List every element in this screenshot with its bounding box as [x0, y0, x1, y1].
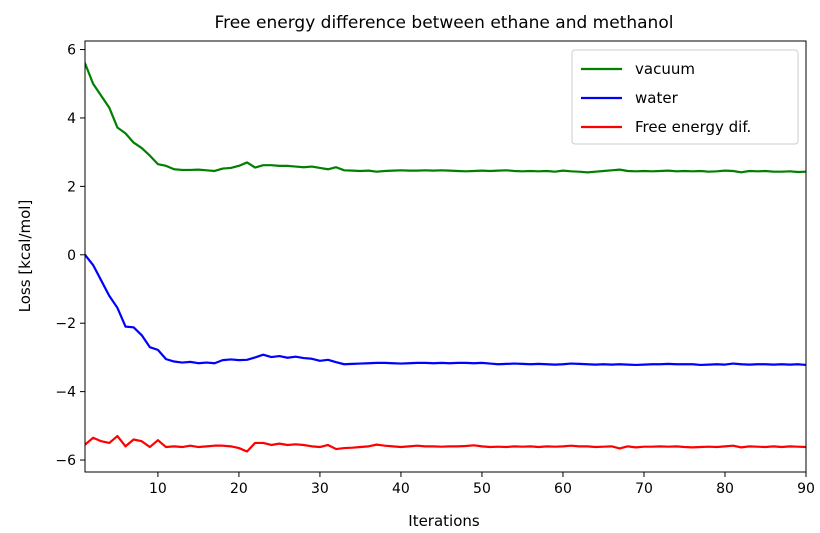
- x-tick-label: 30: [311, 481, 329, 497]
- y-tick-label: −4: [55, 385, 76, 401]
- legend-box: [571, 49, 799, 145]
- series-line-water: [85, 253, 806, 367]
- x-tick-label: 20: [230, 481, 248, 497]
- y-tick-label: 6: [67, 43, 76, 59]
- y-tick-label: −6: [55, 453, 76, 469]
- chart-title: Free energy difference between ethane an…: [215, 13, 674, 33]
- series-line-free-energy-dif: [85, 434, 806, 453]
- x-tick-label: 10: [149, 481, 167, 497]
- x-tick-label: 90: [797, 481, 815, 497]
- x-axis-label: Iterations: [408, 512, 480, 530]
- y-axis-label: Loss [kcal/mol]: [16, 200, 34, 313]
- x-tick-label: 80: [716, 481, 734, 497]
- series-lines: [85, 62, 806, 453]
- legend-label: Free energy dif.: [635, 118, 751, 136]
- x-tick-label: 70: [635, 481, 653, 497]
- x-tick-label: 60: [554, 481, 572, 497]
- legend: vacuum water Free energy dif.: [571, 49, 799, 145]
- y-tick-label: 2: [67, 179, 76, 195]
- x-tick-label: 40: [392, 481, 410, 497]
- series-line-vacuum: [85, 62, 806, 174]
- y-tick-label: −2: [55, 316, 76, 332]
- legend-label: water: [635, 89, 679, 107]
- axes-frame: [84, 40, 807, 473]
- x-tick-label: 50: [473, 481, 491, 497]
- y-tick-label: 4: [67, 111, 76, 127]
- legend-label: vacuum: [635, 60, 695, 78]
- plot-area: 10 20 30 40 50 60 70 80 90 −6 −4 −2 0 2 4 6 vacuum water F…: [55, 40, 815, 497]
- y-tick-label: 0: [67, 248, 76, 264]
